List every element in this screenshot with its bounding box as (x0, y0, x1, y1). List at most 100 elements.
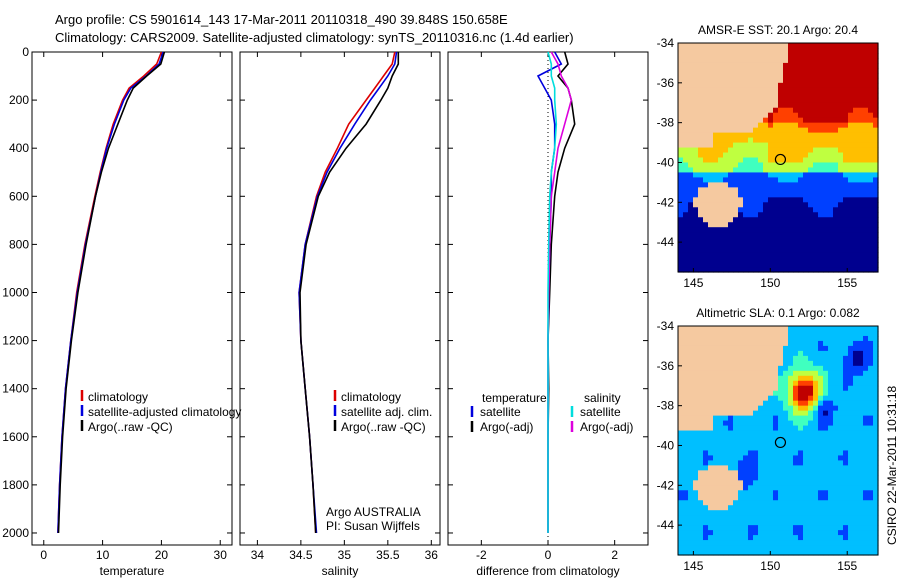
map-cell (778, 485, 784, 491)
map-cell (688, 505, 694, 511)
map-cell (783, 425, 789, 432)
map-cell (698, 142, 704, 149)
map-cell (758, 480, 764, 486)
map-cell (733, 202, 739, 208)
map-cell (768, 237, 774, 243)
map-cell (808, 192, 814, 198)
map-cell (713, 247, 719, 253)
map-cell (683, 460, 689, 466)
map-cell (873, 92, 879, 99)
map-cell (748, 197, 754, 203)
map-cell (813, 490, 819, 496)
map-cell (688, 355, 694, 362)
map-cell (798, 350, 804, 357)
map-cell (688, 520, 694, 526)
map-cell (843, 157, 849, 164)
map-cell (693, 57, 699, 64)
map-cell (733, 495, 739, 501)
map-cell (713, 485, 719, 491)
map-cell (738, 232, 744, 238)
map-cell (743, 515, 749, 521)
map-cell (778, 112, 784, 119)
map-cell (783, 177, 789, 183)
map-cell (813, 267, 819, 273)
map-cell (788, 330, 794, 337)
map-cell (803, 102, 809, 109)
map-cell (698, 162, 704, 169)
map-cell (843, 102, 849, 109)
map-cell (703, 162, 709, 169)
map-cell (813, 47, 819, 54)
map-cell (803, 525, 809, 531)
map-cell (763, 232, 769, 238)
map-cell (813, 162, 819, 169)
map-cell (718, 67, 724, 74)
map-cell (718, 197, 724, 203)
map-cell (828, 62, 834, 69)
map-cell (818, 217, 824, 223)
map-cell (713, 62, 719, 69)
map-cell (773, 365, 779, 372)
map-cell (788, 385, 794, 392)
map-cell (678, 97, 684, 104)
map-cell (703, 485, 709, 491)
map-cell (773, 435, 779, 442)
map-cell (723, 107, 729, 114)
map-cell (828, 167, 834, 174)
map-cell (783, 350, 789, 357)
map-cell (803, 77, 809, 84)
map-cell (858, 375, 864, 382)
map-cell (683, 67, 689, 74)
map-cell (853, 167, 859, 174)
map-cell (703, 400, 709, 407)
map-cell (863, 525, 869, 531)
map-cell (803, 485, 809, 491)
map-cell (738, 530, 744, 536)
map-cell (858, 345, 864, 352)
map-cell (788, 182, 794, 188)
map-cell (863, 212, 869, 218)
map-cell (733, 197, 739, 203)
map-cell (833, 187, 839, 193)
map-cell (713, 535, 719, 541)
map-cell (763, 326, 769, 332)
map-cell (708, 505, 714, 511)
map-cell (788, 157, 794, 164)
map-cell (853, 330, 859, 337)
map-cell (783, 400, 789, 407)
map-cell (678, 187, 684, 193)
map-cell (778, 57, 784, 64)
map-cell (793, 420, 799, 427)
map-cell (763, 380, 769, 387)
map-cell (823, 262, 829, 268)
map-cell (793, 370, 799, 377)
map-cell (828, 77, 834, 84)
map-cell (743, 92, 749, 99)
map-cell (808, 375, 814, 382)
map-cell (783, 460, 789, 466)
map-cell (808, 107, 814, 114)
map-cell (828, 57, 834, 64)
map-cell (678, 350, 684, 357)
map-cell (783, 62, 789, 69)
map-cell (813, 465, 819, 471)
map-cell (793, 430, 799, 437)
map-cell (718, 102, 724, 109)
map-cell (863, 72, 869, 79)
map-cell (723, 43, 729, 49)
map-cell (818, 330, 824, 337)
map-cell (698, 147, 704, 154)
map-cell (813, 525, 819, 531)
map-cell (723, 237, 729, 243)
map-cell (858, 495, 864, 501)
map-cell (748, 177, 754, 183)
map-cell (788, 202, 794, 208)
map-cell (688, 500, 694, 506)
map-cell (853, 92, 859, 99)
map-cell (733, 370, 739, 377)
map-cell (708, 495, 714, 501)
map-cell (773, 57, 779, 64)
map-cell (748, 222, 754, 228)
map-cell (708, 57, 714, 64)
map-cell (763, 107, 769, 114)
